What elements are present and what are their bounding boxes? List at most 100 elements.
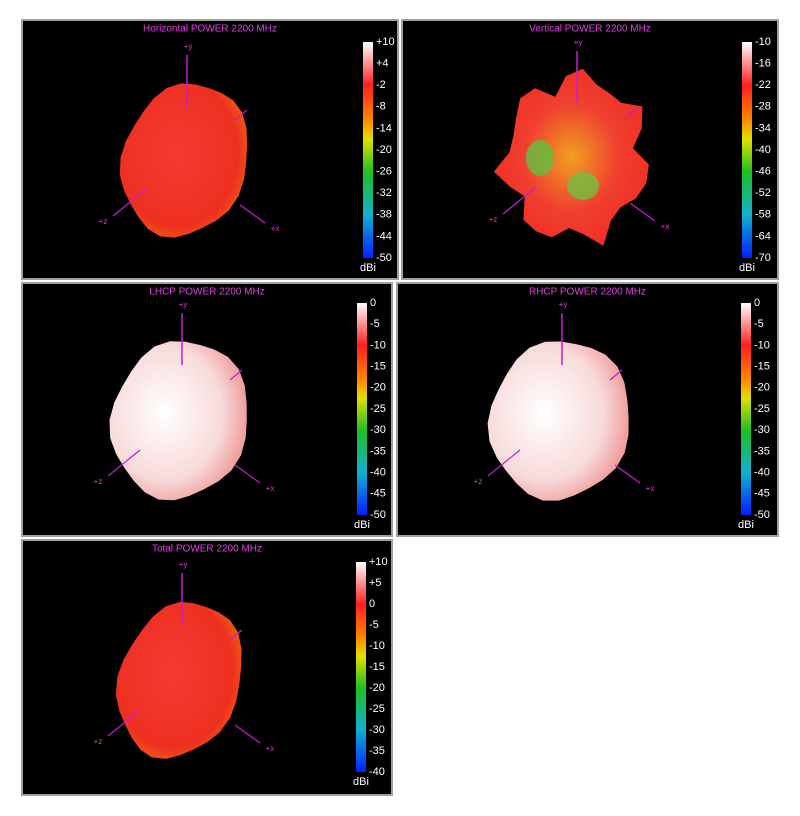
pattern-surface <box>119 83 248 238</box>
colorbar-label: -5 <box>369 619 379 631</box>
axis-label-y: +y <box>559 300 568 309</box>
colorbar-label: -38 <box>376 209 392 221</box>
colorbar-label: -46 <box>755 166 771 178</box>
colorbar-unit: dBi <box>353 776 369 788</box>
colorbar-label: 0 <box>369 598 375 610</box>
axis-label-z: +z <box>94 737 103 746</box>
colorbar-label: -25 <box>369 703 385 715</box>
colorbar-unit: dBi <box>354 519 370 531</box>
colorbar-label: -50 <box>376 252 392 264</box>
colorbar-label: -35 <box>754 445 770 457</box>
colorbar <box>357 303 367 515</box>
axis-stub <box>609 369 623 381</box>
colorbar-label: -10 <box>755 36 771 48</box>
axis-stub <box>624 107 638 119</box>
colorbar-unit: dBi <box>738 519 754 531</box>
pattern-surface <box>109 341 247 501</box>
colorbar-label: -10 <box>369 640 385 652</box>
panel-title: Total POWER 2200 MHz <box>152 544 262 555</box>
colorbar-label: 0 <box>370 297 376 309</box>
axis-label-z: +z <box>474 477 483 486</box>
colorbar-label: -20 <box>369 682 385 694</box>
surface-patch <box>567 172 599 200</box>
colorbar-label: -22 <box>755 79 771 91</box>
colorbar-unit: dBi <box>360 262 376 274</box>
colorbar-label: -40 <box>755 144 771 156</box>
colorbar-label: -20 <box>754 382 770 394</box>
axis-z <box>107 449 141 477</box>
colorbar-label: -25 <box>370 403 386 415</box>
colorbar-label: -26 <box>376 166 392 178</box>
axis-label-z: +z <box>489 215 498 224</box>
colorbar-label: -58 <box>755 209 771 221</box>
colorbar-label: -15 <box>754 361 770 373</box>
axis-label-x: +x <box>661 222 670 231</box>
colorbar-label: -28 <box>755 101 771 113</box>
colorbar-label: -40 <box>369 766 385 778</box>
colorbar-label: -25 <box>754 403 770 415</box>
colorbar-label: -70 <box>755 252 771 264</box>
axis-label-x: +x <box>646 484 655 493</box>
colorbar-label: -10 <box>754 339 770 351</box>
colorbar <box>363 42 373 258</box>
panel-title: Horizontal POWER 2200 MHz <box>143 24 277 35</box>
axis-x <box>234 464 261 484</box>
surface-patch <box>526 140 554 176</box>
axis-z <box>112 189 146 217</box>
axis-z <box>107 709 141 737</box>
axis-x <box>629 202 656 222</box>
colorbar-label: -52 <box>755 187 771 199</box>
axis-z <box>487 449 521 477</box>
colorbar-label: -50 <box>370 509 386 521</box>
colorbar-label: -50 <box>754 509 770 521</box>
colorbar-label: +10 <box>376 36 395 48</box>
colorbar-label: -45 <box>754 488 770 500</box>
pattern-surface <box>487 341 629 501</box>
axis-stub <box>234 109 248 121</box>
axis-stub <box>229 369 243 381</box>
panel-title: Vertical POWER 2200 MHz <box>529 24 651 35</box>
colorbar-label: -35 <box>369 745 385 757</box>
colorbar-label: -34 <box>755 122 771 134</box>
colorbar-label: -40 <box>754 467 770 479</box>
colorbar-unit: dBi <box>739 262 755 274</box>
colorbar <box>742 42 752 258</box>
colorbar-label: -20 <box>376 144 392 156</box>
axis-label-y: +y <box>574 38 583 47</box>
axis-label-x: +x <box>271 224 280 233</box>
panel-title: LHCP POWER 2200 MHz <box>149 287 264 298</box>
axis-label-x: +x <box>266 484 275 493</box>
axis-x <box>239 204 266 224</box>
axis-label-x: +x <box>266 744 275 753</box>
axis-label-z: +z <box>99 217 108 226</box>
colorbar-label: -15 <box>369 661 385 673</box>
colorbar-label: -44 <box>376 230 392 242</box>
colorbar-label: -14 <box>376 122 392 134</box>
axis-z <box>502 187 536 215</box>
colorbar-label: -30 <box>370 424 386 436</box>
axis-x <box>614 464 641 484</box>
colorbar-label: 0 <box>754 297 760 309</box>
axis-label-z: +z <box>94 477 103 486</box>
colorbar-label: -45 <box>370 488 386 500</box>
colorbar-label: -10 <box>370 339 386 351</box>
axis-stub <box>229 629 243 641</box>
colorbar-label: -15 <box>370 361 386 373</box>
axis-label-y: +y <box>184 42 193 51</box>
colorbar-label: +5 <box>369 577 382 589</box>
colorbar <box>356 562 366 772</box>
colorbar-label: -5 <box>370 318 380 330</box>
colorbar-label: -40 <box>370 467 386 479</box>
axis-label-y: +y <box>179 560 188 569</box>
colorbar-label: -20 <box>370 382 386 394</box>
colorbar-label: -8 <box>376 101 386 113</box>
axis-x <box>234 724 261 744</box>
colorbar-label: -2 <box>376 79 386 91</box>
colorbar-label: +4 <box>376 58 389 70</box>
pattern-surface <box>493 68 649 246</box>
pattern-surface <box>115 601 242 759</box>
colorbar-label: -30 <box>754 424 770 436</box>
colorbar <box>741 303 751 515</box>
colorbar-label: -16 <box>755 58 771 70</box>
